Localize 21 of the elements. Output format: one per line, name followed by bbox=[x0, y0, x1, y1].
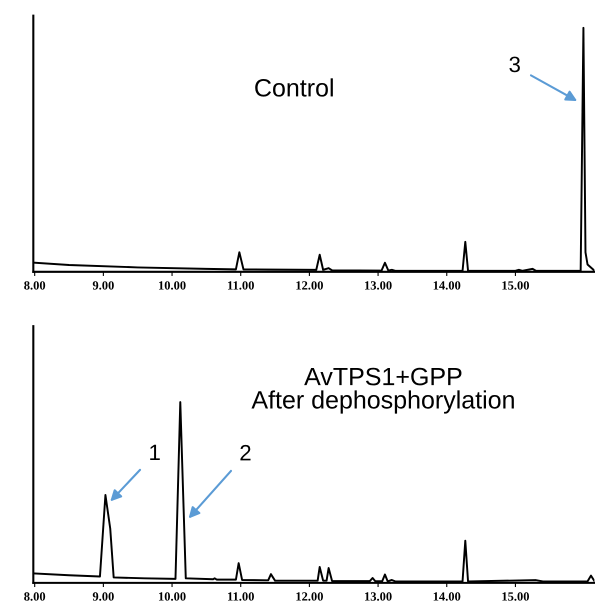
x-tick-label: 10.00 bbox=[158, 592, 186, 601]
x-tick-label: 15.00 bbox=[502, 592, 530, 601]
x-tick-label: 14.00 bbox=[434, 592, 460, 601]
x-tick-label: 13.00 bbox=[365, 592, 392, 601]
annotation: 3 bbox=[509, 56, 520, 72]
x-tick-label: 9.00 bbox=[92, 592, 114, 601]
x-tick-label: 8.00 bbox=[24, 281, 46, 290]
x-tick-label: 12.00 bbox=[296, 592, 323, 601]
x-tick-label: 11.00 bbox=[228, 592, 254, 601]
annotation: 2 bbox=[240, 444, 251, 460]
x-tick-label: 12.00 bbox=[296, 281, 323, 290]
x-tick-label: 15.00 bbox=[502, 281, 530, 290]
annotation: 1 bbox=[150, 444, 160, 460]
annotation: Control bbox=[255, 78, 333, 97]
annotation: AvTPS1+GPP After dephosphorylation bbox=[251, 368, 514, 414]
x-tick-label: 10.00 bbox=[158, 281, 186, 290]
x-tick-label: 9.00 bbox=[92, 281, 114, 290]
x-tick-label: 13.00 bbox=[365, 281, 392, 290]
x-tick-label: 11.00 bbox=[228, 281, 254, 290]
x-tick-label: 14.00 bbox=[434, 281, 460, 290]
x-tick-label: 8.00 bbox=[24, 592, 46, 601]
